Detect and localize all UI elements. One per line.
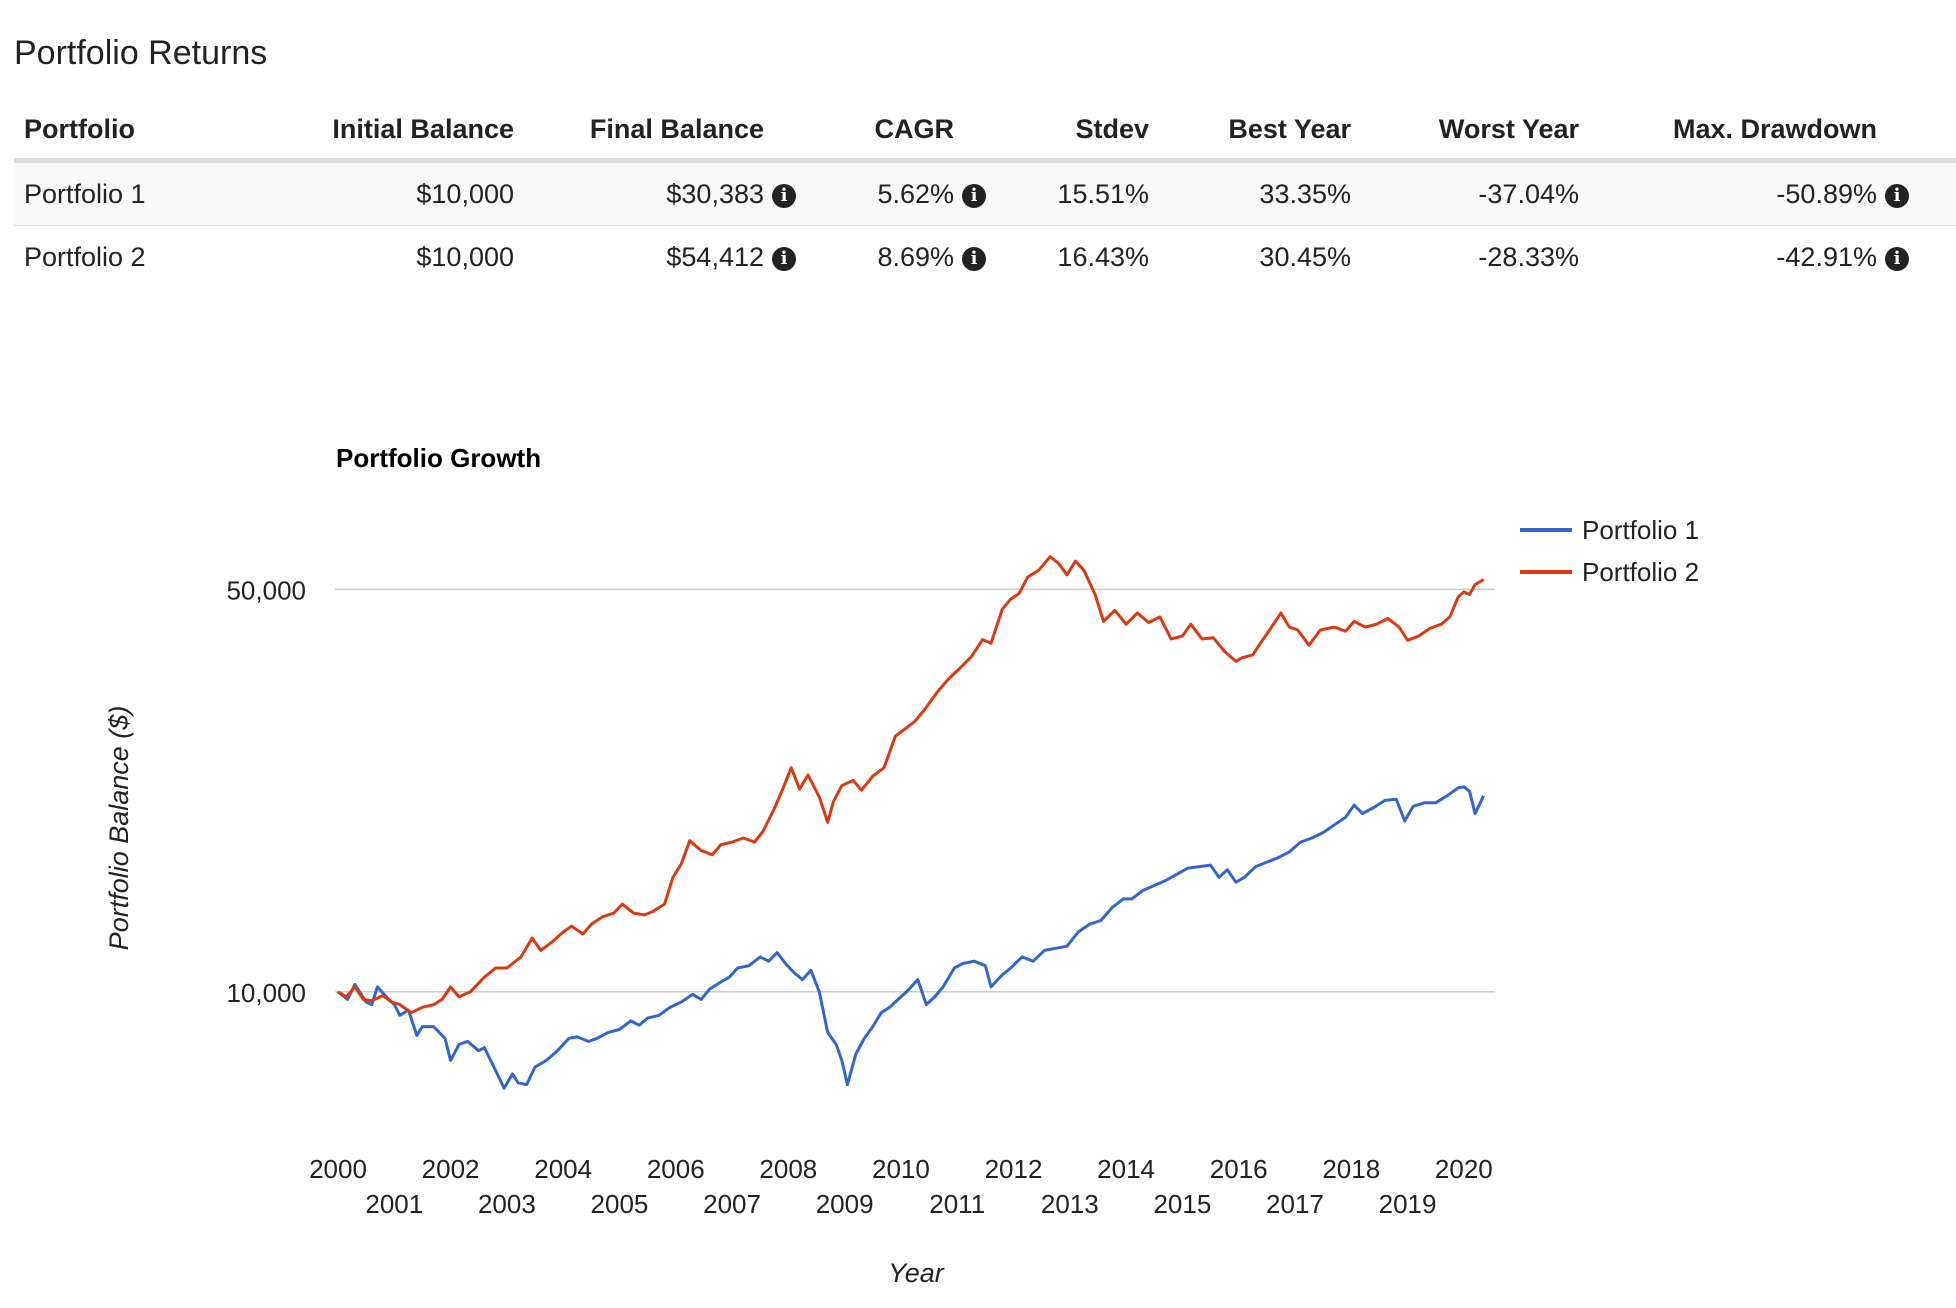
x-axis-tick-labels: 2000 2001 2002 2003 2004 2005 2006 2007 2008 2009… [309, 1154, 1493, 1219]
cell-spacer [1917, 225, 1956, 288]
y-axis-label: Portfolio Balance ($) [104, 706, 134, 951]
final-balance-value: $54,412 [666, 241, 764, 272]
x-tick-label: 2020 [1435, 1154, 1493, 1184]
table-row: Portfolio 1 $10,000 $30,383 i 5.62% i 15.5… [14, 160, 1956, 226]
legend-label: Portfolio 2 [1582, 557, 1699, 587]
x-tick-label: 2000 [309, 1154, 367, 1184]
x-tick-label: 2006 [647, 1154, 705, 1184]
x-tick-label: 2004 [534, 1154, 592, 1184]
header-cagr[interactable]: CAGR [804, 100, 994, 163]
x-tick-label: 2009 [816, 1189, 874, 1219]
cell-max-drawdown: -42.91% i [1589, 225, 1917, 288]
y-tick-label: 50,000 [226, 575, 306, 605]
info-icon[interactable]: i [772, 246, 796, 271]
stdev-value: 16.43% [1057, 241, 1149, 272]
cell-final-balance: $54,412 i [514, 225, 804, 288]
worst-year-value: -37.04% [1478, 178, 1579, 209]
x-tick-label: 2005 [591, 1189, 649, 1219]
info-icon[interactable]: i [1885, 246, 1909, 271]
header-stdev-label: Stdev [1075, 113, 1149, 144]
table-row: Portfolio 2 $10,000 $54,412 i 8.69% i 16.4… [14, 225, 1956, 288]
header-stdev[interactable]: Stdev [994, 100, 1159, 163]
cell-best-year: 30.45% [1159, 225, 1361, 288]
header-spacer [1917, 100, 1956, 163]
x-tick-label: 2007 [703, 1189, 761, 1219]
cell-cagr: 5.62% i [804, 160, 994, 226]
legend-item-portfolio-1[interactable]: Portfolio 1 [1520, 515, 1699, 545]
y-axis-tick-labels: 10,000 50,000 [226, 575, 306, 1007]
x-tick-label: 2002 [422, 1154, 480, 1184]
info-icon[interactable]: i [962, 183, 986, 208]
x-tick-label: 2001 [365, 1189, 423, 1219]
y-tick-label: 10,000 [226, 978, 306, 1008]
cell-max-drawdown: -50.89% i [1589, 160, 1917, 226]
x-tick-label: 2014 [1097, 1154, 1155, 1184]
x-tick-label: 2019 [1379, 1189, 1437, 1219]
chart-title: Portfolio Growth [336, 443, 541, 473]
cell-portfolio-name: Portfolio 1 [14, 160, 264, 226]
x-tick-label: 2008 [759, 1154, 817, 1184]
cell-initial-balance: $10,000 [264, 160, 514, 226]
cell-stdev: 15.51% [994, 160, 1159, 226]
legend-item-portfolio-2[interactable]: Portfolio 2 [1520, 557, 1699, 587]
cell-cagr: 8.69% i [804, 225, 994, 288]
header-best-year[interactable]: Best Year [1159, 100, 1361, 163]
table-header-row: Portfolio Initial Balance Final Balance … [14, 100, 1956, 163]
x-tick-label: 2016 [1210, 1154, 1268, 1184]
header-portfolio[interactable]: Portfolio [14, 100, 264, 163]
stdev-value: 15.51% [1057, 178, 1149, 209]
cell-stdev: 16.43% [994, 225, 1159, 288]
info-icon[interactable]: i [962, 246, 986, 271]
header-max-drawdown-label: Max. Drawdown [1672, 113, 1877, 144]
section-title: Portfolio Returns [14, 34, 268, 72]
legend-label: Portfolio 1 [1582, 515, 1699, 545]
x-tick-label: 2017 [1266, 1189, 1324, 1219]
x-tick-label: 2018 [1322, 1154, 1380, 1184]
info-icon[interactable]: i [772, 183, 796, 208]
header-initial-balance[interactable]: Initial Balance [264, 100, 514, 163]
x-tick-label: 2015 [1153, 1189, 1211, 1219]
chart-series-lines [337, 555, 1485, 1090]
cagr-value: 8.69% [877, 241, 954, 272]
best-year-value: 33.35% [1259, 178, 1351, 209]
x-axis-label: Year [888, 1258, 945, 1288]
series-line-portfolio-2 [337, 555, 1485, 1015]
cell-initial-balance: $10,000 [264, 225, 514, 288]
cell-spacer [1917, 160, 1956, 226]
header-final-balance-label: Final Balance [589, 113, 764, 144]
header-best-year-label: Best Year [1228, 113, 1351, 144]
x-tick-label: 2011 [929, 1189, 985, 1219]
series-line-portfolio-1 [337, 785, 1485, 1090]
cell-worst-year: -37.04% [1361, 160, 1589, 226]
cell-worst-year: -28.33% [1361, 225, 1589, 288]
worst-year-value: -28.33% [1478, 241, 1579, 272]
chart-gridlines [335, 588, 1495, 993]
x-tick-label: 2010 [872, 1154, 930, 1184]
header-final-balance[interactable]: Final Balance [514, 100, 804, 163]
header-worst-year-label: Worst Year [1438, 113, 1579, 144]
header-max-drawdown[interactable]: Max. Drawdown [1589, 100, 1917, 163]
best-year-value: 30.45% [1259, 241, 1351, 272]
portfolio-returns-table: Portfolio Initial Balance Final Balance … [14, 100, 1956, 288]
info-icon[interactable]: i [1885, 183, 1909, 208]
header-cagr-label: CAGR [874, 113, 955, 144]
x-tick-label: 2012 [985, 1154, 1043, 1184]
max-drawdown-value: -50.89% [1776, 178, 1877, 209]
header-worst-year[interactable]: Worst Year [1361, 100, 1589, 163]
chart-legend: Portfolio 1 Portfolio 2 [1520, 515, 1699, 587]
cell-best-year: 33.35% [1159, 160, 1361, 226]
cell-final-balance: $30,383 i [514, 160, 804, 226]
max-drawdown-value: -42.91% [1776, 241, 1877, 272]
final-balance-value: $30,383 [666, 178, 764, 209]
cagr-value: 5.62% [877, 178, 954, 209]
x-tick-label: 2003 [478, 1189, 536, 1219]
cell-portfolio-name: Portfolio 2 [14, 225, 264, 288]
x-tick-label: 2013 [1041, 1189, 1099, 1219]
